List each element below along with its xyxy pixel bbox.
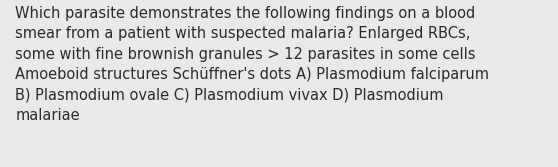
Text: Which parasite demonstrates the following findings on a blood
smear from a patie: Which parasite demonstrates the followin…: [16, 6, 489, 123]
